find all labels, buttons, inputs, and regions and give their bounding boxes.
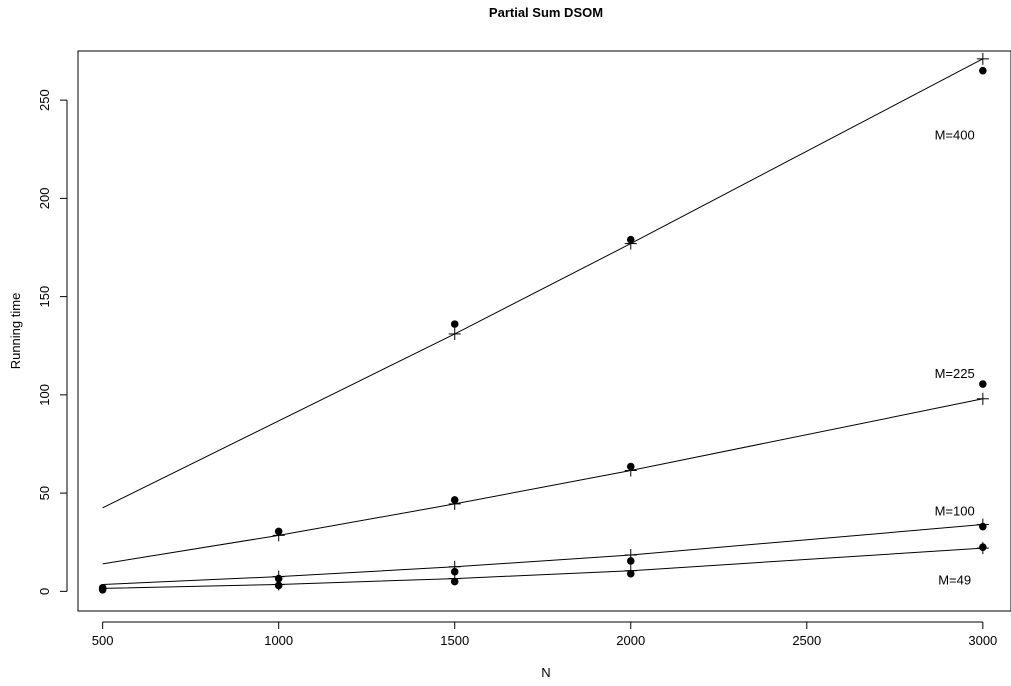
curve-label: M=100 xyxy=(935,504,975,519)
data-point xyxy=(626,235,635,244)
y-axis: 0 50 100 150 200 250 xyxy=(37,89,68,595)
y-tick-label: 150 xyxy=(37,286,52,308)
data-point xyxy=(274,581,283,590)
plot-frame xyxy=(77,50,1011,612)
data-point xyxy=(626,569,635,578)
data-point xyxy=(450,320,459,328)
data-point xyxy=(979,66,987,75)
curve-label: M=49 xyxy=(938,572,971,587)
y-tick-label: 50 xyxy=(37,486,52,500)
fit-line xyxy=(102,524,983,585)
x-tick-label: 3000 xyxy=(968,633,997,648)
fit-line xyxy=(102,547,983,589)
data-point xyxy=(450,496,459,504)
data-point xyxy=(274,527,283,536)
x-tick-label: 2500 xyxy=(792,633,821,648)
x-tick-label: 2000 xyxy=(616,633,645,648)
data-point xyxy=(979,522,987,531)
curve-label: M=225 xyxy=(935,366,975,381)
chart-title: Partial Sum DSOM xyxy=(489,5,603,20)
x-tick-label: 1500 xyxy=(440,633,469,648)
x-axis-label: N xyxy=(541,665,550,680)
plot-area: M=400 M=225 M=100 M=49 xyxy=(98,52,989,594)
y-tick-label: 250 xyxy=(37,89,52,111)
y-axis-label: Running time xyxy=(8,293,23,370)
fit-line xyxy=(102,58,984,509)
data-point xyxy=(450,567,459,576)
y-tick-label: 200 xyxy=(37,188,52,210)
x-tick-label: 1000 xyxy=(264,633,293,648)
y-tick-label: 100 xyxy=(37,384,52,406)
x-tick-label: 500 xyxy=(92,633,114,648)
data-point xyxy=(450,577,459,586)
data-point xyxy=(979,543,987,551)
data-point xyxy=(98,585,107,594)
y-tick-label: 0 xyxy=(37,588,52,595)
data-point xyxy=(979,380,987,388)
data-point xyxy=(626,462,635,471)
x-axis: 500 1000 1500 2000 2500 3000 xyxy=(92,621,997,648)
curve-label: M=400 xyxy=(935,127,975,142)
data-point xyxy=(626,557,635,565)
fit-line xyxy=(102,398,983,565)
